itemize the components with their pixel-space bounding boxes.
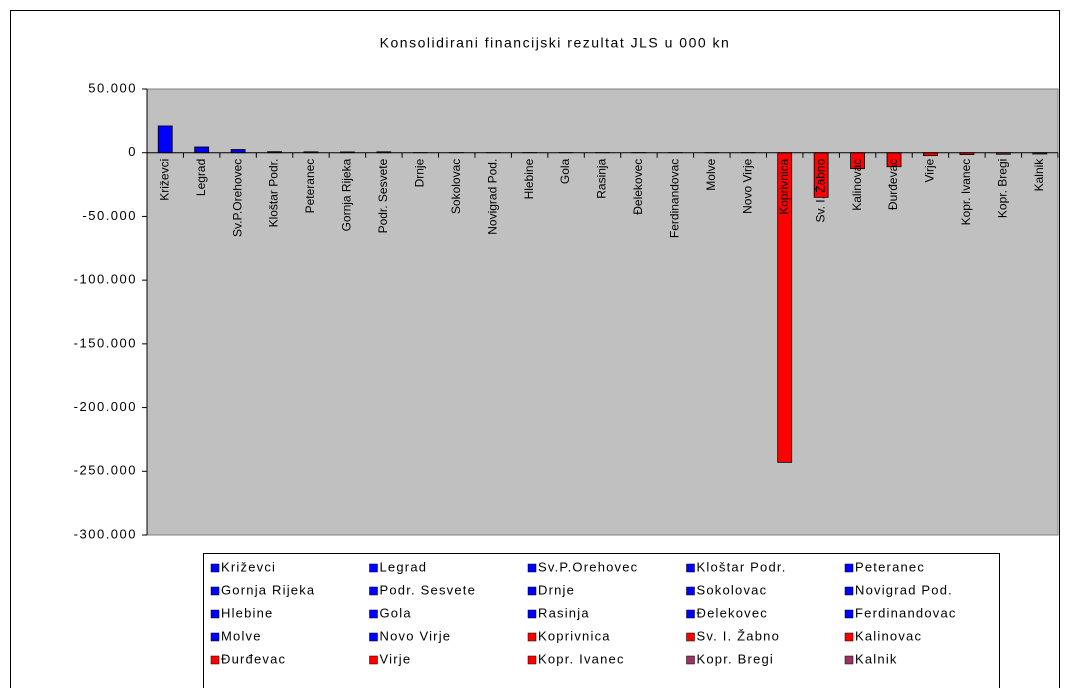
legend-swatch <box>210 632 220 642</box>
x-tick-label: Koprivnica <box>777 158 791 214</box>
x-tick-label: Podr. Sesvete <box>376 158 390 233</box>
legend-label: Novo Virje <box>380 628 452 643</box>
x-tick-label: Sv. I. Žabno <box>812 158 827 222</box>
x-tick-label: Molve <box>704 158 718 190</box>
legend-label: Virje <box>380 651 412 666</box>
x-tick-label: Kloštar Podr. <box>267 159 281 228</box>
y-tick-label: -200.000 <box>74 399 137 414</box>
y-tick-label: -250.000 <box>74 463 137 478</box>
legend-label: Križevci <box>221 559 276 574</box>
legend-label: Molve <box>221 628 262 643</box>
x-tick-label: Kalinovac <box>850 159 864 211</box>
legend-label: Novigrad Pod. <box>855 582 953 597</box>
legend-label: Sokolovac <box>697 582 768 597</box>
x-tick-label: Đurđevac <box>886 159 900 210</box>
legend-label: Kalinovac <box>855 628 922 643</box>
x-tick-label: Đelekovec <box>631 159 645 215</box>
legend-swatch <box>527 632 537 642</box>
bar <box>194 146 210 154</box>
y-tick-label: 0 <box>128 144 137 159</box>
x-tick-label: Novigrad Pod. <box>485 159 499 235</box>
legend-label: Kopr. Bregi <box>697 651 775 666</box>
x-tick-label: Drnje <box>412 158 426 187</box>
legend-swatch <box>369 655 378 665</box>
bar <box>157 125 173 154</box>
legend-swatch <box>527 586 537 596</box>
y-tick-label: -100.000 <box>74 272 137 287</box>
legend-label: Đelekovec <box>697 605 769 620</box>
legend-swatch <box>686 632 695 642</box>
x-tick-label: Novo Virje <box>740 158 754 213</box>
x-tick-label: Sokolovac <box>449 159 463 214</box>
legend-swatch <box>686 563 695 573</box>
legend-label: Sv. I. Žabno <box>697 628 781 643</box>
legend-swatch <box>686 609 695 619</box>
y-tick-label: -50.000 <box>82 208 137 223</box>
legend-swatch <box>527 563 537 573</box>
legend-label: Podr. Sesvete <box>380 582 477 597</box>
x-tick-label: Legrad <box>194 159 208 196</box>
legend-swatch <box>686 586 695 596</box>
chart-title: Konsolidirani financijski rezultat JLS u… <box>380 35 731 51</box>
legend-label: Rasinja <box>538 605 590 620</box>
x-tick-label: Rasinja <box>595 158 609 198</box>
legend-label: Drnje <box>538 582 575 597</box>
x-tick-label: Gola <box>558 158 572 184</box>
legend-swatch <box>210 586 220 596</box>
x-tick-label: Gornja Rijeka <box>340 158 354 231</box>
x-tick-label: Kopr. Ivanec <box>959 159 973 226</box>
legend-label: Kalnik <box>855 651 898 666</box>
legend-label: Koprivnica <box>538 628 611 643</box>
legend-swatch <box>527 655 537 665</box>
legend-swatch <box>844 609 854 619</box>
legend-label: Gornja Rijeka <box>221 582 315 597</box>
legend-swatch <box>844 563 854 573</box>
legend-swatch <box>844 586 854 596</box>
x-tick-label: Ferdinandovac <box>668 159 682 238</box>
legend-swatch <box>369 632 378 642</box>
legend-label: Hlebine <box>221 605 274 620</box>
legend-swatch <box>210 609 220 619</box>
legend-swatch <box>527 609 537 619</box>
legend-swatch <box>844 632 854 642</box>
legend-label: Đurđevac <box>221 651 286 666</box>
x-tick-label: Sv.P.Orehovec <box>230 159 244 237</box>
legend-label: Ferdinandovac <box>855 605 957 620</box>
x-tick-label: Hlebine <box>522 158 536 199</box>
x-tick-label: Virje <box>923 158 937 182</box>
x-tick-label: Kalnik <box>1032 158 1046 192</box>
legend-label: Peteranec <box>855 559 925 574</box>
y-tick-label: -300.000 <box>74 526 137 541</box>
legend-swatch <box>369 563 378 573</box>
legend <box>203 553 1000 688</box>
legend-swatch <box>210 563 220 573</box>
y-tick-label: 50.000 <box>88 80 137 95</box>
legend-swatch <box>210 655 220 665</box>
x-tick-label: Kopr. Bregi <box>996 159 1010 218</box>
legend-label: Legrad <box>380 559 428 574</box>
legend-swatch <box>369 586 378 596</box>
legend-label: Sv.P.Orehovec <box>538 559 638 574</box>
x-tick-label: Križevci <box>157 159 171 201</box>
plot-area <box>146 88 1059 536</box>
legend-label: Kopr. Ivanec <box>538 651 625 666</box>
y-tick-label: -150.000 <box>74 335 137 350</box>
legend-label: Gola <box>380 605 412 620</box>
x-tick-label: Peteranec <box>303 159 317 214</box>
legend-swatch <box>686 655 695 665</box>
legend-swatch <box>369 609 378 619</box>
legend-label: Kloštar Podr. <box>697 559 787 574</box>
legend-swatch <box>844 655 854 665</box>
